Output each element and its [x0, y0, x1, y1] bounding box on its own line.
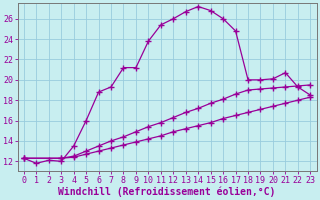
X-axis label: Windchill (Refroidissement éolien,°C): Windchill (Refroidissement éolien,°C) — [58, 186, 276, 197]
